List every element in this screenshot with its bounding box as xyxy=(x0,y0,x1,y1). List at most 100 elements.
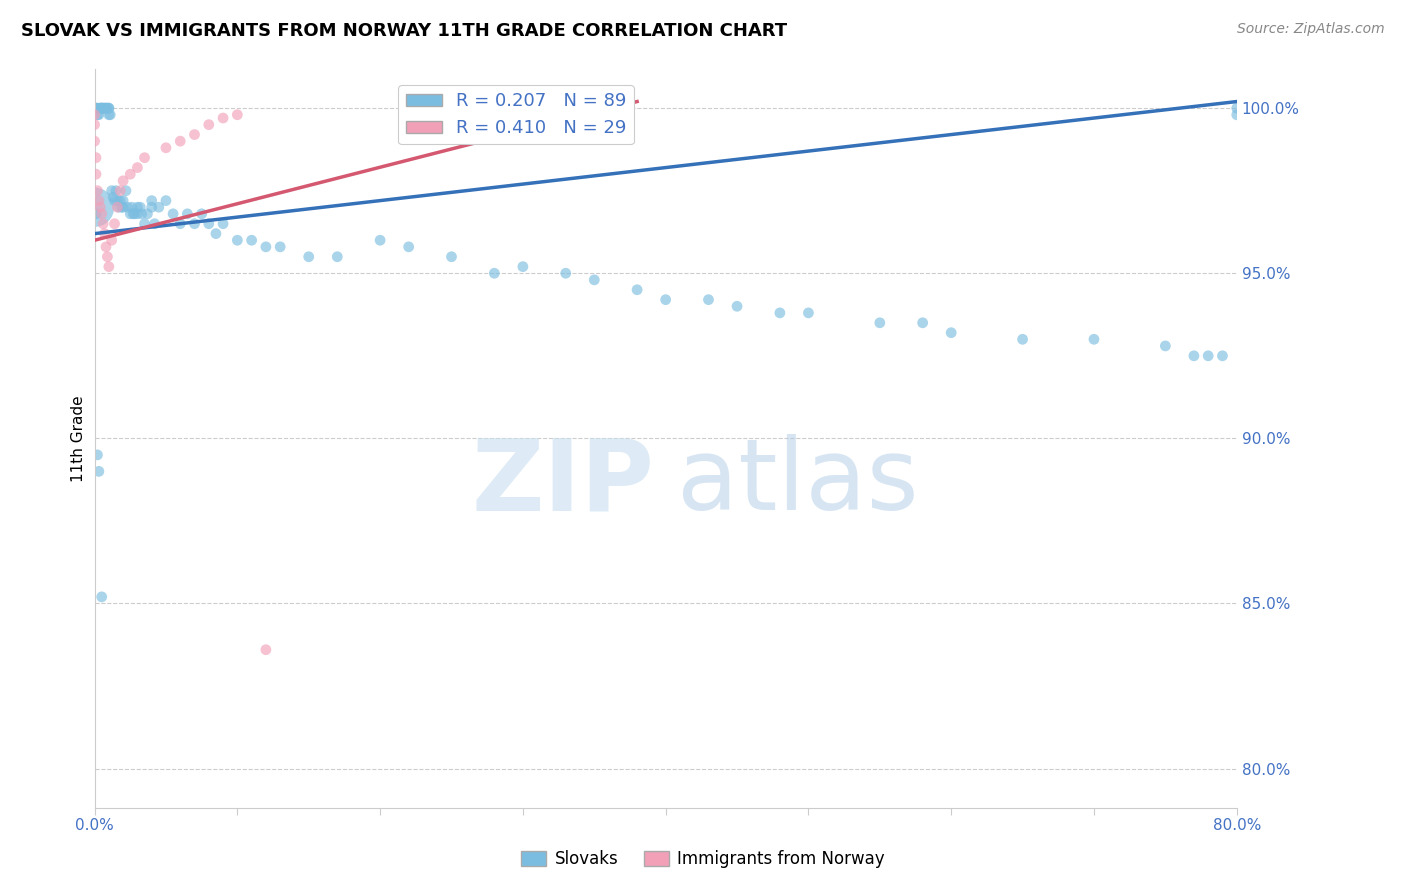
Point xyxy=(869,316,891,330)
Point xyxy=(440,250,463,264)
Text: 80.0%: 80.0% xyxy=(1212,818,1261,833)
Point xyxy=(87,464,110,478)
Point xyxy=(554,266,576,280)
Point xyxy=(148,200,170,214)
Point xyxy=(725,299,748,313)
Point xyxy=(84,167,107,181)
Point xyxy=(1197,349,1219,363)
Point xyxy=(141,194,163,208)
Point xyxy=(107,200,129,214)
Point xyxy=(162,207,184,221)
Point xyxy=(797,306,820,320)
Point xyxy=(124,207,146,221)
Point xyxy=(169,134,191,148)
Point xyxy=(111,200,134,214)
Point xyxy=(83,200,105,214)
Point xyxy=(1182,349,1205,363)
Point xyxy=(87,194,110,208)
Legend: R = 0.207   N = 89, R = 0.410   N = 29: R = 0.207 N = 89, R = 0.410 N = 29 xyxy=(398,85,634,145)
Point xyxy=(117,200,139,214)
Point xyxy=(93,227,115,241)
Point xyxy=(190,207,212,221)
Point xyxy=(83,108,105,122)
Point xyxy=(90,207,112,221)
Point xyxy=(86,108,108,122)
Legend: Slovaks, Immigrants from Norway: Slovaks, Immigrants from Norway xyxy=(515,844,891,875)
Point xyxy=(100,233,122,247)
Point xyxy=(911,316,934,330)
Point xyxy=(226,108,249,122)
Point xyxy=(83,118,105,132)
Point xyxy=(326,250,349,264)
Point xyxy=(240,233,263,247)
Point xyxy=(112,200,135,214)
Point xyxy=(155,141,177,155)
Point xyxy=(90,101,112,115)
Point xyxy=(94,101,117,115)
Point xyxy=(84,101,107,115)
Point xyxy=(941,326,963,340)
Point xyxy=(100,184,122,198)
Point xyxy=(212,217,235,231)
Point xyxy=(96,250,118,264)
Point xyxy=(94,101,117,115)
Point xyxy=(205,227,228,241)
Point xyxy=(87,108,110,122)
Point xyxy=(1211,349,1233,363)
Point xyxy=(103,217,125,231)
Point xyxy=(583,273,606,287)
Point xyxy=(183,128,205,142)
Point xyxy=(1226,108,1249,122)
Point xyxy=(298,250,321,264)
Point xyxy=(1011,332,1033,346)
Point xyxy=(101,190,124,204)
Point xyxy=(89,200,111,214)
Point xyxy=(107,194,129,208)
Point xyxy=(104,184,127,198)
Point xyxy=(697,293,720,307)
Point xyxy=(183,217,205,231)
Point xyxy=(110,194,132,208)
Point xyxy=(269,240,291,254)
Point xyxy=(91,217,114,231)
Point xyxy=(108,200,131,214)
Point xyxy=(120,167,142,181)
Point xyxy=(84,151,107,165)
Point xyxy=(97,101,120,115)
Point xyxy=(120,207,142,221)
Point xyxy=(134,151,156,165)
Point xyxy=(197,118,219,132)
Point xyxy=(86,101,108,115)
Point xyxy=(131,207,153,221)
Point xyxy=(169,217,191,231)
Point xyxy=(368,233,391,247)
Point xyxy=(127,161,149,175)
Point xyxy=(84,207,107,221)
Point xyxy=(86,448,108,462)
Point xyxy=(212,111,235,125)
Point xyxy=(89,101,111,115)
Point xyxy=(122,207,145,221)
Point xyxy=(97,108,120,122)
Point xyxy=(398,240,420,254)
Point xyxy=(512,260,534,274)
Point xyxy=(129,200,152,214)
Point xyxy=(155,194,177,208)
Point xyxy=(176,207,198,221)
Point xyxy=(112,174,135,188)
Point xyxy=(254,240,277,254)
Point xyxy=(1083,332,1105,346)
Point xyxy=(97,101,120,115)
Point xyxy=(654,293,676,307)
Point xyxy=(626,283,648,297)
Y-axis label: 11th Grade: 11th Grade xyxy=(72,395,86,482)
Point xyxy=(1154,339,1177,353)
Point xyxy=(94,240,117,254)
Text: 0.0%: 0.0% xyxy=(75,818,114,833)
Point xyxy=(127,200,149,214)
Text: Source: ZipAtlas.com: Source: ZipAtlas.com xyxy=(1237,22,1385,37)
Point xyxy=(141,200,163,214)
Point xyxy=(127,207,149,221)
Point xyxy=(254,642,277,657)
Point xyxy=(96,101,118,115)
